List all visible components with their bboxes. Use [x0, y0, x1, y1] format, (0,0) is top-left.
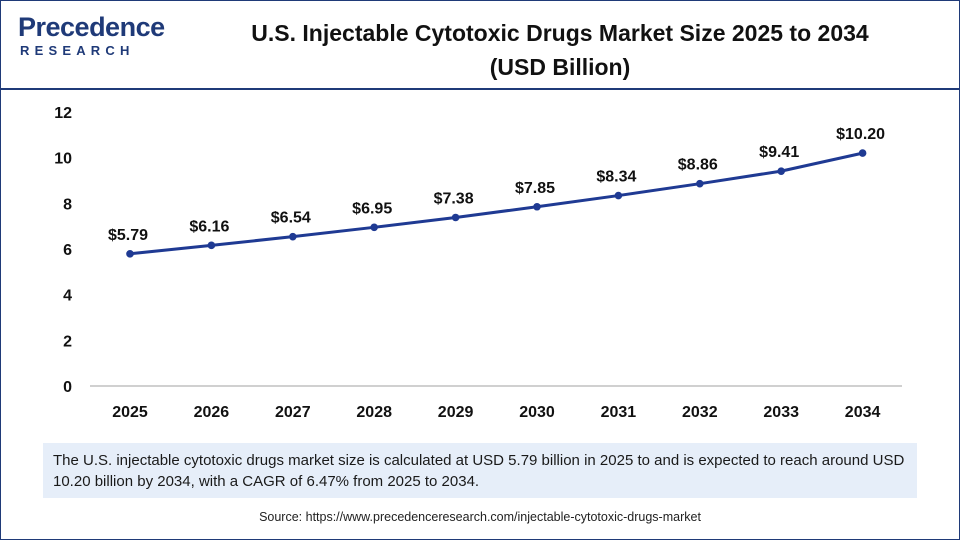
data-point: [533, 202, 541, 211]
data-point: [370, 223, 379, 232]
series-line: [129, 151, 863, 256]
data-point: [451, 213, 460, 222]
logo: Precedence RESEARCH: [18, 10, 168, 66]
data-point: [696, 179, 704, 188]
title-divider: [0, 88, 960, 90]
data-label: $8.34: [596, 169, 636, 186]
data-label: $7.38: [434, 190, 474, 207]
data-label: $5.79: [108, 227, 148, 244]
x-tick-label: 2032: [682, 404, 718, 421]
logo-main-text: Precedence: [18, 12, 165, 42]
logo-sub-text: RESEARCH: [20, 43, 135, 58]
data-points: [126, 149, 867, 258]
data-label: $8.86: [678, 157, 718, 174]
data-label: $6.54: [271, 210, 311, 227]
data-point: [777, 167, 785, 175]
x-tick-label: 2030: [519, 404, 555, 421]
y-tick-label: 4: [63, 288, 72, 305]
x-tick-label: 2034: [845, 404, 881, 421]
chart-title: U.S. Injectable Cytotoxic Drugs Market S…: [190, 16, 930, 84]
data-point: [289, 232, 297, 241]
x-tick-label: 2033: [763, 404, 799, 421]
data-label: $10.20: [836, 126, 885, 143]
x-tick-label: 2026: [194, 404, 230, 421]
y-tick-label: 0: [63, 379, 72, 396]
data-labels: $5.79 $6.16 $6.54 $6.95 $7.38 $7.85 $8.34 $8.86…: [108, 126, 885, 244]
y-axis: 0 2 4 6 8 10 12: [54, 105, 72, 396]
data-point: [126, 249, 134, 258]
data-label: $9.41: [759, 144, 799, 161]
y-tick-label: 10: [54, 151, 72, 168]
y-tick-label: 8: [63, 196, 72, 213]
x-tick-label: 2028: [356, 404, 392, 421]
x-tick-label: 2031: [601, 404, 637, 421]
x-tick-label: 2029: [438, 404, 474, 421]
data-point: [207, 241, 216, 250]
data-label: $6.16: [189, 218, 229, 235]
x-tick-label: 2027: [275, 404, 311, 421]
data-point: [858, 149, 867, 157]
chart-title-line1: U.S. Injectable Cytotoxic Drugs Market S…: [251, 20, 869, 46]
x-axis: 2025 2026 2027 2028 2029 2030 2031 2032 2033 2034: [112, 404, 880, 421]
data-label: $7.85: [515, 180, 555, 197]
y-tick-label: 12: [54, 105, 72, 122]
summary-caption: The U.S. injectable cytotoxic drugs mark…: [43, 443, 917, 498]
data-label: $6.95: [352, 200, 392, 217]
y-tick-label: 6: [63, 242, 72, 259]
source-link[interactable]: Source: https://www.precedenceresearch.c…: [259, 510, 701, 524]
chart-title-line2: (USD Billion): [489, 54, 631, 80]
x-tick-label: 2025: [112, 404, 148, 421]
y-tick-label: 2: [63, 333, 72, 350]
data-point: [614, 191, 623, 200]
